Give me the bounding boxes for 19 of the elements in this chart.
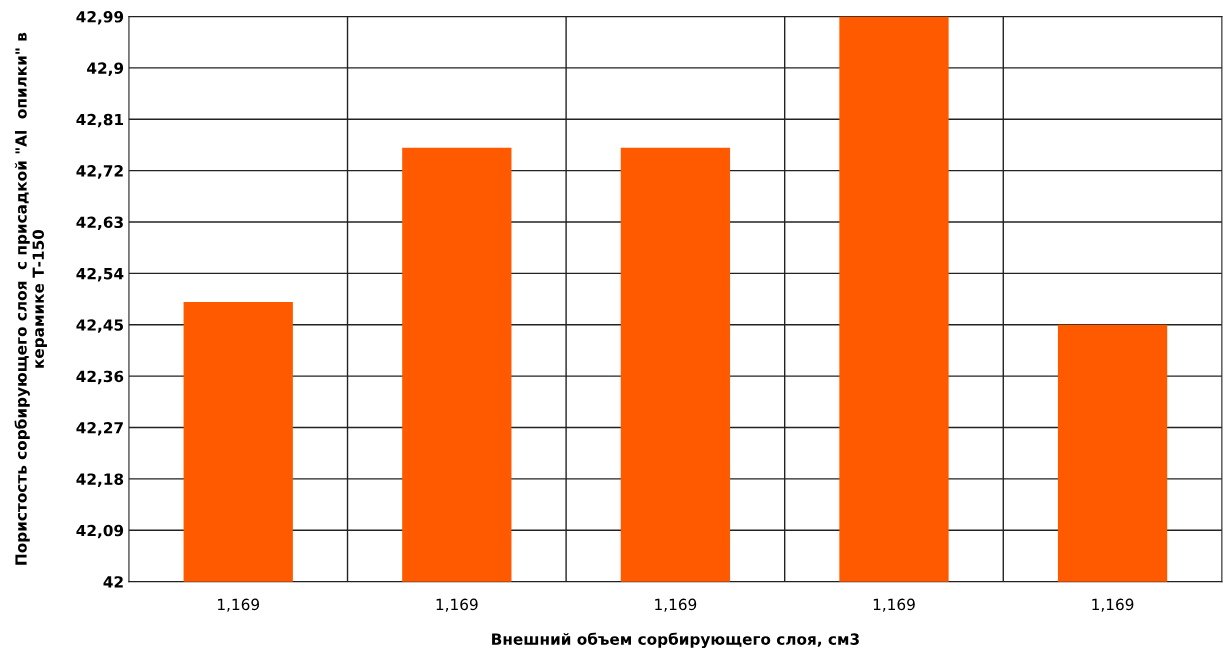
x-tick-label: 1,169 [873, 598, 915, 612]
x-tick-label: 1,169 [436, 598, 478, 612]
y-tick-label: 42,09 [76, 524, 124, 539]
x-axis-title: Внешний объем сорбирующего слоя, см3 [492, 632, 859, 648]
y-tick-label: 42,27 [76, 422, 123, 436]
y-tick-label: 42,99 [76, 10, 124, 25]
y-tick-label: 42,36 [76, 370, 124, 385]
y-axis-title: Пористость сорбирующего слоя с присадкой "Al опилки" в керамике Т-150 [14, 32, 47, 565]
x-tick-label: 1,169 [218, 598, 260, 612]
y-tick-label: 42,45 [76, 319, 124, 333]
y-tick-label: 42,54 [76, 267, 124, 282]
x-tick-label: 1,169 [1092, 598, 1134, 612]
y-tick-label: 42,72 [76, 165, 123, 179]
x-tick-label: 1,169 [655, 598, 697, 612]
y-tick-label: 42,63 [76, 216, 123, 231]
y-tick-label: 42,18 [76, 473, 124, 487]
y-tick-label: 42 [103, 576, 123, 588]
y-tick-label: 42,81 [76, 113, 124, 128]
y-tick-label: 42,9 [87, 62, 124, 76]
